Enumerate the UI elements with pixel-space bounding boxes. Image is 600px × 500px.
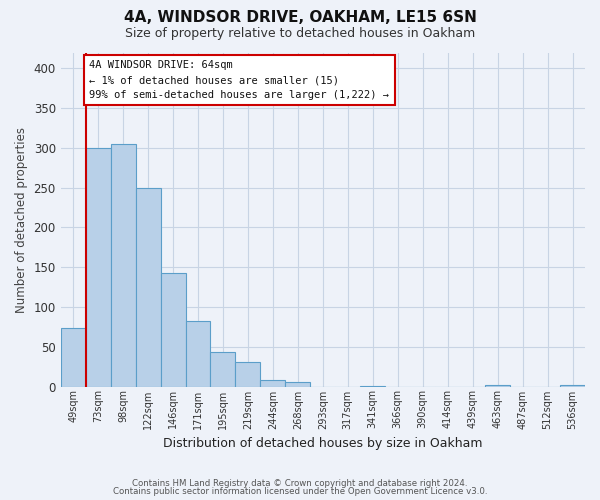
Y-axis label: Number of detached properties: Number of detached properties — [15, 126, 28, 312]
Text: Contains HM Land Registry data © Crown copyright and database right 2024.: Contains HM Land Registry data © Crown c… — [132, 478, 468, 488]
Text: Contains public sector information licensed under the Open Government Licence v3: Contains public sector information licen… — [113, 487, 487, 496]
Bar — [485, 385, 510, 386]
Bar — [185, 320, 211, 386]
Bar — [136, 188, 161, 386]
Bar — [211, 352, 235, 386]
Bar — [61, 328, 86, 386]
Bar — [235, 362, 260, 386]
Text: Size of property relative to detached houses in Oakham: Size of property relative to detached ho… — [125, 28, 475, 40]
Text: 4A, WINDSOR DRIVE, OAKHAM, LE15 6SN: 4A, WINDSOR DRIVE, OAKHAM, LE15 6SN — [124, 10, 476, 25]
X-axis label: Distribution of detached houses by size in Oakham: Distribution of detached houses by size … — [163, 437, 482, 450]
Bar — [161, 273, 185, 386]
Text: 4A WINDSOR DRIVE: 64sqm
← 1% of detached houses are smaller (15)
99% of semi-det: 4A WINDSOR DRIVE: 64sqm ← 1% of detached… — [89, 60, 389, 100]
Bar — [260, 380, 286, 386]
Bar — [110, 144, 136, 386]
Bar — [560, 385, 585, 386]
Bar — [286, 382, 310, 386]
Bar — [86, 148, 110, 386]
